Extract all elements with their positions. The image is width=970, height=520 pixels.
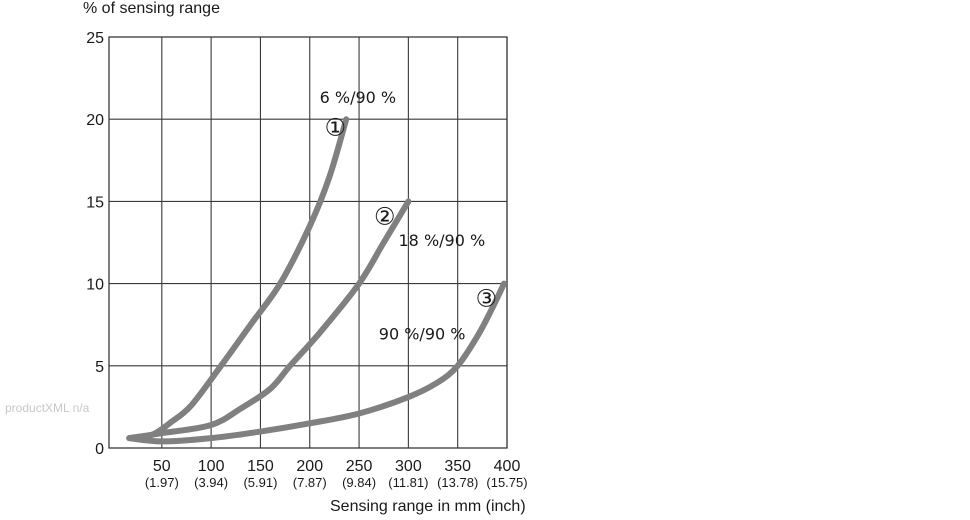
x-tick-sublabel: (3.94) [194,475,228,490]
x-tick-sublabel: (7.87) [293,475,327,490]
x-tick-label: 300 [395,458,422,475]
curve-annotation-label: 6 %/90 % [320,88,397,107]
y-tick-label: 10 [86,277,104,294]
y-tick-label: 0 [95,441,104,458]
x-tick-sublabel: (5.91) [243,475,277,490]
x-tick-label: 350 [444,458,471,475]
plot-frame [108,36,508,449]
y-tick-label: 5 [95,359,104,376]
chart-axes [108,36,508,449]
curve-annotation-label: 90 %/90 % [379,324,466,343]
x-tick-label: 400 [494,458,521,475]
x-tick-sublabel: (13.78) [437,475,478,490]
x-tick-sublabel: (9.84) [342,475,376,490]
curve-annotation-label: 18 %/90 % [399,231,486,250]
x-tick-sublabel: (1.97) [145,475,179,490]
curve-number-marker: ② [374,202,396,230]
y-tick-label: 25 [86,30,104,47]
x-tick-label: 150 [247,458,274,475]
curve-series-3 [126,280,508,445]
axis-tick-labels: 051015202550(1.97)100(3.94)150(5.91)200(… [86,30,527,490]
curve-number-marker: ③ [475,285,497,313]
y-tick-label: 15 [86,194,104,211]
x-tick-label: 250 [346,458,373,475]
y-tick-label: 20 [86,112,104,129]
x-tick-label: 100 [198,458,225,475]
y-axis-title: % of sensing range [83,0,220,17]
x-tick-sublabel: (11.81) [388,475,428,490]
chart-annotations: 6 %/90 % 18 %/90 % 90 %/90 % ① ② ③ [320,88,497,344]
curve-series-1 [126,116,350,442]
watermark-text: productXML n/a [5,401,90,415]
x-tick-label: 200 [296,458,323,475]
x-tick-label: 50 [153,458,171,475]
x-axis-title: Sensing range in mm (inch) [330,498,526,515]
x-tick-sublabel: (15.75) [486,475,527,490]
curve-series-2 [126,198,412,442]
chart-series [126,116,508,445]
curve-number-marker: ① [325,114,347,142]
